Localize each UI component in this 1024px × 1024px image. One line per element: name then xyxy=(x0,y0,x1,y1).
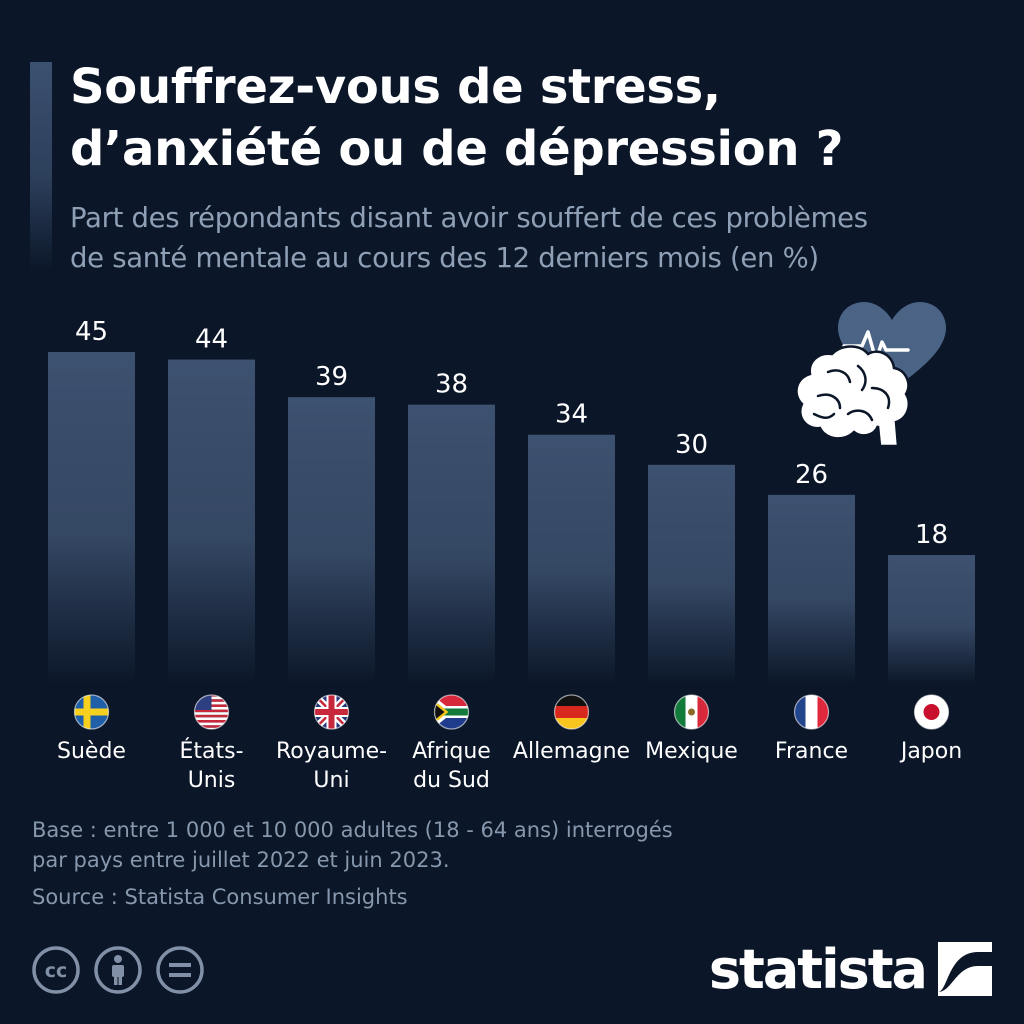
category-label-0: Suède xyxy=(57,739,126,764)
category-labels-layer: Suède États-Unis Royaume-Uni Afrique du Sud A… xyxy=(57,738,962,793)
category-label-7: Japon xyxy=(899,739,962,764)
bar-5 xyxy=(648,464,735,685)
category-label-3: Afrique du Sud xyxy=(412,739,491,793)
bar-3 xyxy=(408,404,495,685)
creative-commons-icon[interactable]: cc xyxy=(32,946,80,994)
subtitle-line-2: de santé mentale au cours des 12 dernier… xyxy=(70,242,819,274)
page-title: Souffrez-vous de stress, d’anxiété ou de… xyxy=(70,56,1010,180)
value-label-6: 26 xyxy=(795,460,828,490)
title-accent-bar xyxy=(30,62,52,272)
bar-1 xyxy=(168,359,255,685)
footnote-base: Base : entre 1 000 et 10 000 adultes (18… xyxy=(32,815,792,875)
bar-6 xyxy=(768,494,855,685)
bar-2 xyxy=(288,397,375,685)
germany-flag-icon xyxy=(553,694,590,730)
value-label-3: 38 xyxy=(435,370,468,400)
category-label-5: Mexique xyxy=(645,739,738,764)
footnote-source: Source : Statista Consumer Insights xyxy=(32,885,408,909)
france-flag-icon xyxy=(793,694,830,730)
value-label-2: 39 xyxy=(315,362,348,392)
title-line-2: d’anxiété ou de dépression ? xyxy=(70,121,844,177)
south-africa-flag-icon xyxy=(433,694,470,730)
value-label-0: 45 xyxy=(75,317,108,347)
flags-layer xyxy=(73,694,950,730)
statista-mark-icon xyxy=(938,942,992,996)
no-derivatives-icon[interactable] xyxy=(156,946,204,994)
brand-name: statista xyxy=(708,937,928,1001)
value-label-7: 18 xyxy=(915,520,948,550)
value-label-4: 34 xyxy=(555,400,588,430)
footnote-line-2: par pays entre juillet 2022 et juin 2023… xyxy=(32,848,450,872)
sweden-flag-icon xyxy=(73,694,110,730)
brain-heart-icon xyxy=(795,302,946,448)
value-label-5: 30 xyxy=(675,430,708,460)
category-label-4: Allemagne xyxy=(513,739,630,764)
statista-logo[interactable]: statista xyxy=(708,937,992,1001)
subtitle-line-1: Part des répondants disant avoir souffer… xyxy=(70,202,868,234)
attribution-icon[interactable] xyxy=(94,946,142,994)
usa-flag-icon xyxy=(193,694,230,730)
category-label-2: Royaume-Uni xyxy=(276,739,387,793)
footnote-line-1: Base : entre 1 000 et 10 000 adultes (18… xyxy=(32,818,673,842)
bar-chart: 45 44 39 38 34 30 26 18 Suède États-Unis Royaume-… xyxy=(48,317,975,793)
license-icons: cc xyxy=(30,944,210,996)
japan-flag-icon xyxy=(913,694,950,730)
value-label-1: 44 xyxy=(195,325,228,355)
svg-text:cc: cc xyxy=(45,960,68,982)
category-label-1: États-Unis xyxy=(179,738,243,793)
bar-0 xyxy=(48,352,135,685)
mexico-flag-icon xyxy=(673,694,710,730)
bar-7 xyxy=(888,555,975,685)
category-label-6: France xyxy=(775,739,848,764)
uk-flag-icon xyxy=(313,694,350,730)
bars-layer xyxy=(48,352,975,685)
page-subtitle: Part des répondants disant avoir souffer… xyxy=(70,198,1010,278)
title-line-1: Souffrez-vous de stress, xyxy=(70,59,721,115)
value-labels-layer: 45 44 39 38 34 30 26 18 xyxy=(75,317,948,550)
bar-4 xyxy=(528,434,615,685)
